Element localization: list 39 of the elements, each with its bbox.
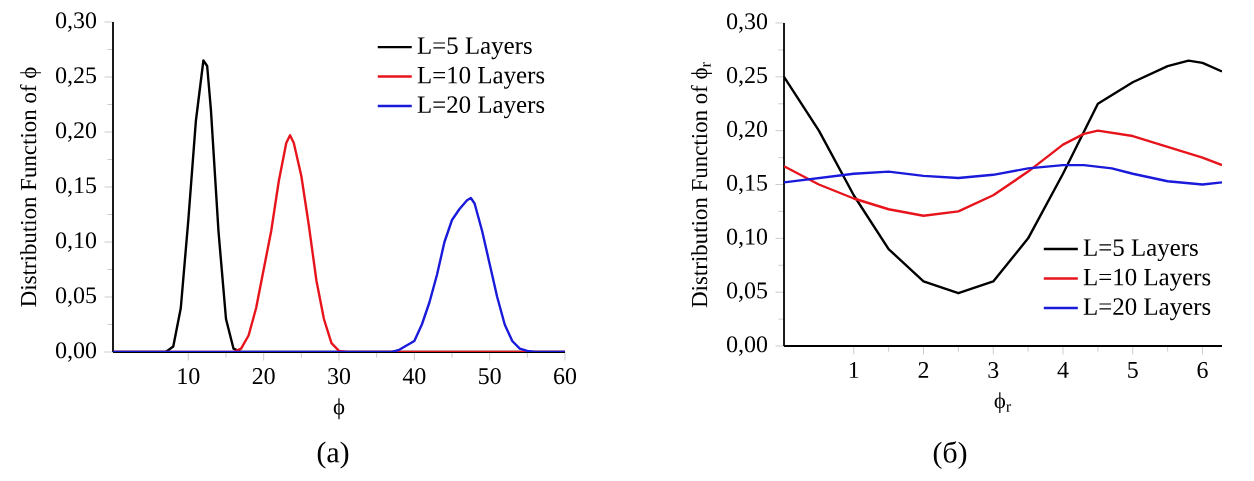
y-tick-label: 0,20 — [727, 120, 768, 141]
legend-label: L=20 Layers — [1083, 298, 1211, 321]
y-tick-label: 0,25 — [727, 67, 768, 87]
y-tick-label: 0,10 — [56, 232, 97, 252]
y-tick-label: 0,00 — [56, 342, 97, 362]
x-tick-label: 60 — [554, 368, 577, 385]
x-axis-title: ϕ$_{r}$ — [994, 392, 1012, 414]
x-tick-label: 30 — [328, 368, 351, 385]
legend-label: L=20 Layers — [417, 96, 545, 119]
text: (а) — [317, 441, 349, 469]
legend-label: L=10 Layers — [417, 66, 545, 89]
text: (б) — [933, 441, 967, 469]
x-tick-label: 6 — [1197, 362, 1208, 379]
y-tick-label: 0,20 — [56, 122, 97, 142]
legend-label: L=5 Layers — [1083, 239, 1198, 262]
y-axis-title: Distribution Function of ϕ$_{r}$ — [690, 62, 712, 308]
line-series — [784, 129, 1223, 217]
x-tick-label: 2 — [918, 362, 929, 378]
x-tick-label: 20 — [252, 368, 275, 385]
x-axis-title: ϕ — [333, 398, 345, 420]
y-tick-label: 0,30 — [727, 13, 768, 33]
x-tick-label: 40 — [402, 368, 426, 385]
y-tick-label: 0,10 — [727, 228, 768, 249]
legend-label: L=10 Layers — [1083, 268, 1211, 291]
y-tick-label: 0,15 — [56, 177, 97, 197]
legend-label: L=5 Layers — [417, 37, 532, 60]
y-tick-label: 0,05 — [727, 282, 768, 302]
y-tick-label: 0,25 — [56, 67, 97, 87]
x-tick-label: 10 — [178, 368, 200, 385]
x-tick-label: 4 — [1057, 362, 1069, 378]
y-tick-label: 0,00 — [727, 336, 768, 356]
x-tick-label: 3 — [988, 362, 999, 379]
y-tick-label: 0,05 — [56, 287, 97, 307]
x-tick-label: 1 — [849, 362, 859, 378]
x-tick-label: 5 — [1128, 362, 1138, 378]
y-tick-label: 0,30 — [56, 12, 97, 32]
y-axis-title: Distribution Function of ϕ — [19, 67, 41, 307]
x-tick-label: 50 — [479, 368, 501, 385]
y-tick-label: 0,15 — [727, 174, 768, 195]
